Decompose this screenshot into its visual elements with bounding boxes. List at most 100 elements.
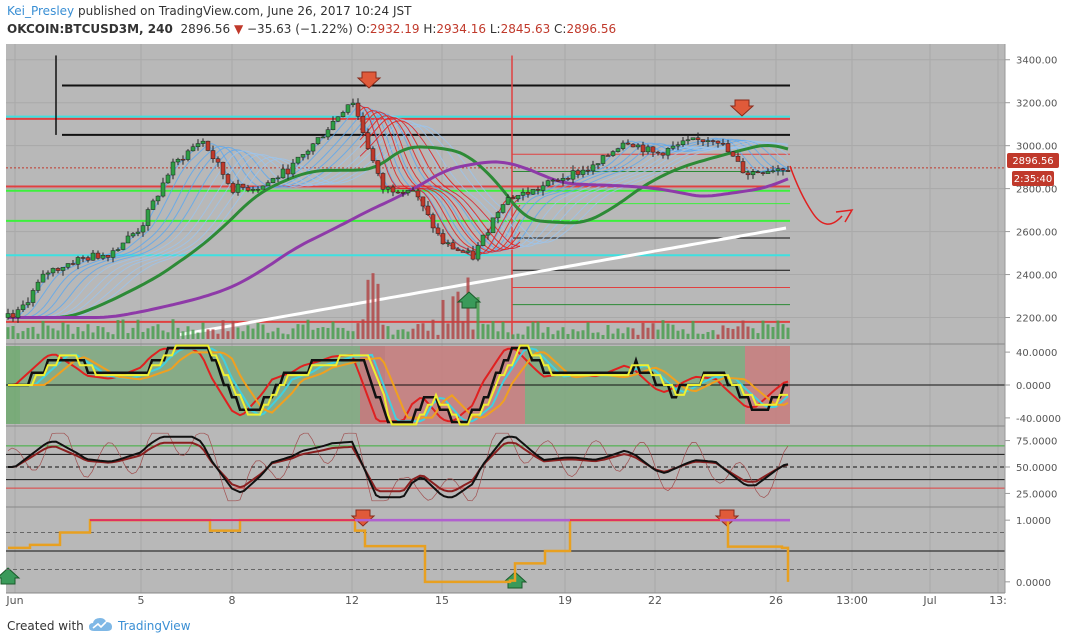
volume-bar (366, 279, 370, 339)
volume-bar (706, 332, 710, 339)
volume-bar (731, 328, 735, 339)
candle-body (410, 189, 416, 192)
candle-body (85, 257, 91, 261)
candle-body (220, 161, 226, 175)
volume-bar (36, 333, 40, 339)
candle-body (565, 178, 571, 180)
volume-bar (441, 299, 445, 339)
volume-bar (711, 330, 715, 339)
volume-bar (416, 324, 420, 339)
candle-body (25, 302, 31, 306)
candle-body (755, 171, 761, 174)
x-tick-label: 8 (229, 594, 236, 607)
countdown-badge: 2:35:40 (1012, 171, 1054, 186)
x-tick-label: 26 (769, 594, 783, 607)
y-tick-label: 3200.00 (1016, 99, 1057, 110)
volume-bar (426, 330, 430, 339)
volume-bar (611, 333, 615, 339)
volume-bar (681, 329, 685, 339)
candle-body (325, 129, 331, 138)
candle-body (680, 140, 686, 145)
volume-bar (91, 332, 95, 339)
candle-body (700, 139, 706, 143)
volume-bar (336, 327, 340, 339)
candle-body (725, 143, 731, 153)
volume-bar (656, 329, 660, 339)
volume-bar (136, 319, 140, 339)
candle-body (550, 179, 556, 182)
volume-bar (126, 333, 130, 339)
tradingview-cloud-icon[interactable] (88, 616, 114, 634)
volume-bar (766, 324, 770, 339)
chart-svg[interactable]: 3400.00 3200.00 3000.00 2800.00 2600.00 2400.… (0, 44, 1069, 610)
candle-body (515, 195, 521, 200)
volume-bar (546, 327, 550, 339)
volume-bar (626, 327, 630, 339)
volume-bar (356, 323, 360, 339)
candle-body (345, 104, 351, 113)
candle-body (165, 174, 171, 184)
volume-bar (371, 273, 375, 339)
candle-body (445, 242, 451, 245)
sell-arrow-icon (729, 99, 755, 117)
candle-body (695, 137, 701, 140)
candle-body (130, 233, 136, 237)
author-link[interactable]: Kei_Presley (7, 4, 75, 18)
ribbon-line (8, 120, 789, 318)
volume-bar (561, 327, 565, 339)
candle-body (415, 190, 421, 198)
candle-body (315, 137, 321, 145)
candle-body (620, 142, 626, 149)
ribbon-line (8, 113, 789, 318)
volume-bar (351, 331, 355, 339)
candle-body (570, 170, 576, 180)
candle-body (490, 217, 496, 234)
candle-body (465, 250, 471, 253)
volume-bar (26, 327, 30, 339)
volume-bar (411, 328, 415, 339)
volume-bar (276, 327, 280, 339)
osc1-cyan-line (8, 347, 789, 423)
candle-body (385, 186, 391, 190)
volume-bar (121, 319, 125, 339)
volume-bar (186, 326, 190, 339)
candle-body (350, 102, 356, 106)
y-tick-label: 3000.00 (1016, 142, 1057, 153)
candle-body (640, 144, 646, 153)
candle-body (710, 140, 716, 142)
candle-body (595, 163, 601, 166)
x-tick-label: 13: (989, 594, 1007, 607)
volume-bar (261, 324, 265, 339)
price-badge-text: 2896.56 (1012, 156, 1053, 167)
osc1-black-line (8, 346, 788, 424)
tradingview-brand-link[interactable]: TradingView (118, 619, 191, 633)
volume-bar (116, 319, 120, 339)
volume-bar (86, 324, 90, 339)
volume-bar (516, 333, 520, 339)
volume-bar (76, 327, 80, 339)
ribbon-line (359, 115, 521, 251)
candle-body (395, 191, 401, 194)
volume-bar (601, 334, 605, 339)
volume-bar (281, 333, 285, 339)
volume-bar (236, 327, 240, 339)
ma-white (179, 226, 787, 337)
volume-bar (646, 327, 650, 339)
candle-body (100, 254, 106, 259)
ribbon-line (8, 123, 789, 318)
volume-bar (231, 320, 235, 339)
candle-body (10, 313, 16, 318)
candle-body (320, 136, 326, 139)
y-tick-label: 2600.00 (1016, 228, 1057, 239)
candle-body (390, 186, 396, 193)
volume-bar (291, 328, 295, 339)
candle-body (505, 197, 511, 205)
volume-bar (106, 332, 110, 339)
candle-body (625, 142, 631, 145)
chart-area[interactable]: 3400.00 3200.00 3000.00 2800.00 2600.00 2400.… (0, 44, 1069, 610)
volume-bar (196, 332, 200, 339)
candle-body (170, 161, 176, 176)
volume-bar (756, 333, 760, 339)
volume-bar (306, 319, 310, 339)
volume-bar (211, 329, 215, 339)
